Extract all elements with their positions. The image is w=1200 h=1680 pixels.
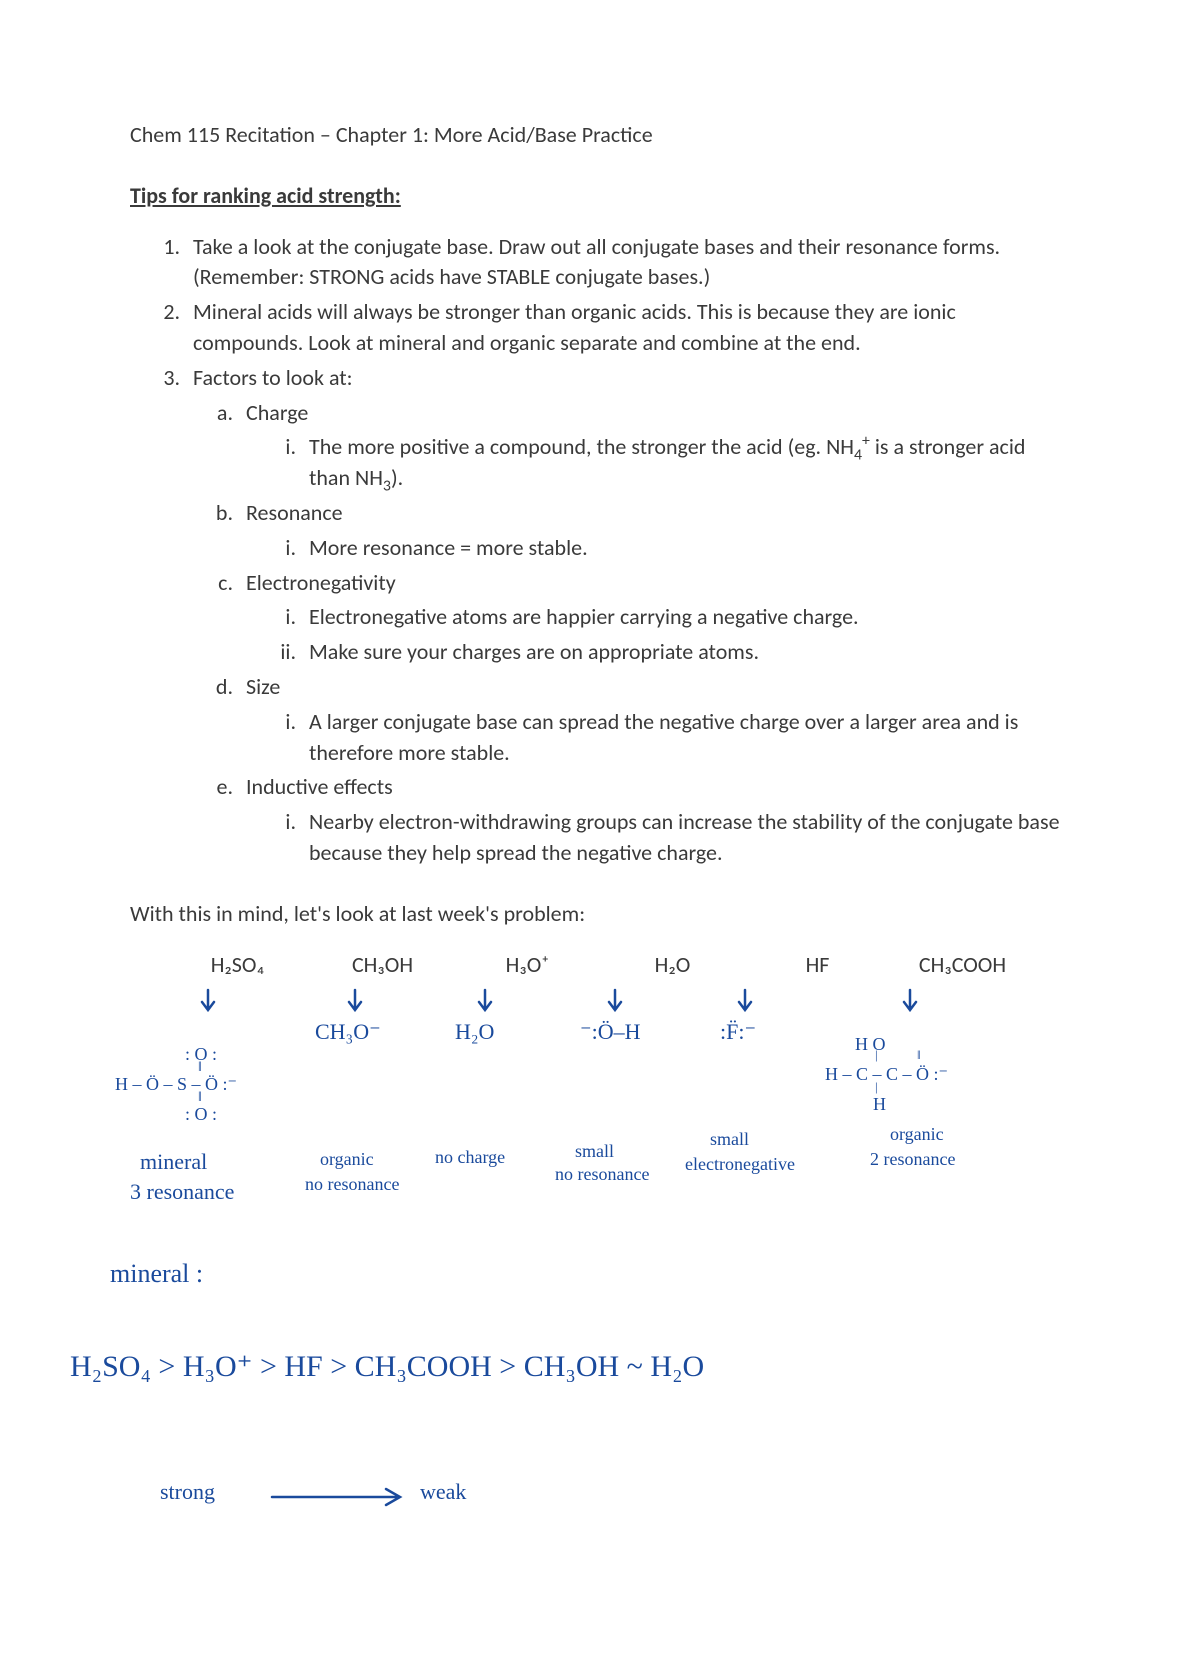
factor-e-label: Inductive effects xyxy=(246,773,393,800)
factor-c-i: Electronegative atoms are happier carryi… xyxy=(301,602,1070,633)
tip-2: Mineral acids will always be stronger th… xyxy=(185,297,1070,359)
conjugate-base-3: H₂O xyxy=(455,1020,494,1044)
note-1a: mineral xyxy=(140,1150,207,1174)
compound-3: H₃O⁺ xyxy=(455,950,600,981)
conjugate-base-6-line1: H O xyxy=(855,1035,886,1055)
right-arrow-icon xyxy=(270,1485,410,1509)
compound-2: CH₃OH xyxy=(310,950,455,981)
weak-label: weak xyxy=(420,1480,466,1504)
page-title: Chem 115 Recitation – Chapter 1: More Ac… xyxy=(130,120,1070,151)
down-arrow-icon xyxy=(605,988,625,1016)
note-5a: small xyxy=(710,1130,749,1150)
down-arrow-icon xyxy=(345,988,365,1016)
note-5b: electronegative xyxy=(685,1155,795,1175)
compound-4: H₂O xyxy=(600,950,745,981)
compound-5: HF xyxy=(745,950,890,981)
note-2a: organic xyxy=(320,1150,374,1170)
note-4b: no resonance xyxy=(555,1165,649,1185)
note-4a: small xyxy=(575,1142,614,1162)
note-6a: organic xyxy=(890,1125,944,1145)
factor-d: Size A larger conjugate base can spread … xyxy=(238,672,1070,768)
factor-c-label: Electronegativity xyxy=(246,569,396,596)
factor-d-i: A larger conjugate base can spread the n… xyxy=(301,707,1070,769)
conjugate-base-1-line3: : O : xyxy=(185,1105,217,1125)
note-6b: 2 resonance xyxy=(870,1150,955,1170)
tip-1: Take a look at the conjugate base. Draw … xyxy=(185,232,1070,294)
down-arrow-icon xyxy=(900,988,920,1016)
factor-c-ii: Make sure your charges are on appropriat… xyxy=(301,637,1070,668)
prompt-line: With this in mind, let's look at last we… xyxy=(130,899,1070,930)
ranking-line: H₂SO₄ > H₃O⁺ > HF > CH₃COOH > CH₃OH ~ H₂… xyxy=(70,1350,704,1383)
factor-b-i: More resonance = more stable. xyxy=(301,533,1070,564)
factor-a-i-part1: The more positive a compound, the strong… xyxy=(309,433,854,460)
factor-e-i: Nearby electron-withdrawing groups can i… xyxy=(301,807,1070,869)
factor-a: Charge The more positive a compound, the… xyxy=(238,398,1070,494)
compound-6: CH₃COOH xyxy=(890,950,1035,981)
down-arrow-icon xyxy=(735,988,755,1016)
conjugate-base-2: CH₃O⁻ xyxy=(315,1020,381,1044)
tip-3: Factors to look at: Charge The more posi… xyxy=(185,363,1070,869)
factor-a-i: The more positive a compound, the strong… xyxy=(301,432,1070,494)
factor-a-label: Charge xyxy=(246,399,308,426)
note-1b: 3 resonance xyxy=(130,1180,234,1204)
factor-a-i-part3: ). xyxy=(391,464,403,491)
mineral-label: mineral : xyxy=(110,1260,203,1289)
down-arrow-icon xyxy=(475,988,495,1016)
conjugate-base-6-line2: H – C – C – Ö :⁻ xyxy=(825,1065,948,1085)
handwriting-area: CH₃O⁻ H₂O ⁻:Ö–H :F̈:⁻ : O : H – Ö – S – … xyxy=(130,980,1070,1600)
conjugate-base-5: :F̈:⁻ xyxy=(720,1020,756,1044)
tip-3-text: Factors to look at: xyxy=(193,364,353,391)
compound-row: H₂SO₄ CH₃OH H₃O⁺ H₂O HF CH₃COOH xyxy=(165,950,1035,981)
note-3: no charge xyxy=(435,1148,505,1168)
down-arrow-icon xyxy=(198,988,218,1016)
factor-b: Resonance More resonance = more stable. xyxy=(238,498,1070,564)
factor-c: Electronegativity Electronegative atoms … xyxy=(238,568,1070,668)
factor-e: Inductive effects Nearby electron-withdr… xyxy=(238,772,1070,868)
factor-b-label: Resonance xyxy=(246,499,343,526)
compound-1: H₂SO₄ xyxy=(165,950,310,981)
conjugate-base-1-line2: H – Ö – S – Ö :⁻ xyxy=(115,1075,237,1095)
conjugate-base-6-line3: H xyxy=(873,1095,886,1115)
tips-list: Take a look at the conjugate base. Draw … xyxy=(130,232,1070,869)
tips-heading: Tips for ranking acid strength: xyxy=(130,181,1070,212)
factor-d-label: Size xyxy=(246,673,280,700)
conjugate-base-4: ⁻:Ö–H xyxy=(580,1020,641,1044)
strong-label: strong xyxy=(160,1480,215,1504)
note-2b: no resonance xyxy=(305,1175,399,1195)
